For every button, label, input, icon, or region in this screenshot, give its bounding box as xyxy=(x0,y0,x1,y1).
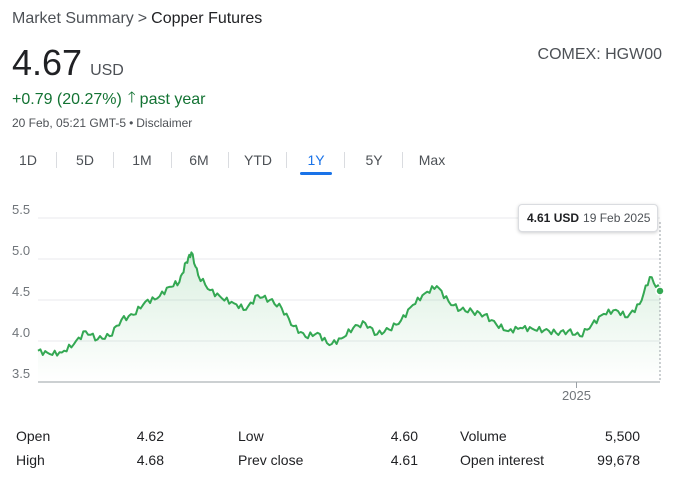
tooltip-value: 4.61 USD xyxy=(527,211,580,225)
tab-5y[interactable]: 5Y xyxy=(365,152,383,168)
stat-open-interest-value: 99,678 xyxy=(597,452,640,468)
y-tick-label: 4.0 xyxy=(12,325,30,340)
y-tick-label: 3.5 xyxy=(12,366,30,381)
stat-open-interest-label: Open interest xyxy=(460,452,545,468)
tab-divider xyxy=(228,152,229,168)
stat-volume-label: Volume xyxy=(460,428,507,444)
exchange-ticker: COMEX: HGW00 xyxy=(537,46,662,63)
quote-timestamp: 20 Feb, 05:21 GMT-5 • Disclaimer xyxy=(12,116,192,130)
price-chart[interactable]: 5.5 5.0 4.5 4.0 3.5 2025 xyxy=(0,196,674,412)
stat-open-label: Open xyxy=(16,428,51,444)
breadcrumb-current: Copper Futures xyxy=(151,10,263,27)
tab-divider xyxy=(286,152,287,168)
stat-high-value: 4.68 xyxy=(136,452,164,468)
price-row: 4.67 USD xyxy=(12,42,124,84)
area-fill xyxy=(38,252,660,382)
range-tabs: 1D 5D 1M 6M YTD 1Y 5Y Max xyxy=(0,150,674,178)
stat-volume-value: 5,500 xyxy=(604,428,640,444)
breadcrumb: Market Summary > Copper Futures xyxy=(12,10,262,28)
tab-divider xyxy=(402,152,403,168)
tab-divider xyxy=(113,152,114,168)
timestamp-separator: • xyxy=(129,116,134,130)
stat-high-label: High xyxy=(16,452,45,468)
tab-6m[interactable]: 6M xyxy=(189,152,209,168)
tab-divider xyxy=(171,152,172,168)
tab-max[interactable]: Max xyxy=(418,152,446,168)
arrow-up-icon: 🡑 xyxy=(127,89,136,106)
y-tick-label: 4.5 xyxy=(12,284,30,299)
chart-tooltip: 4.61 USD 19 Feb 2025 xyxy=(518,204,658,232)
currency-label: USD xyxy=(90,62,124,79)
x-tick-label: 2025 xyxy=(562,388,591,403)
current-price: 4.67 xyxy=(12,42,83,83)
disclaimer-link[interactable]: Disclaimer xyxy=(136,116,193,130)
tooltip-date: 19 Feb 2025 xyxy=(583,211,651,225)
y-tick-label: 5.5 xyxy=(12,202,30,217)
hover-marker xyxy=(655,286,665,296)
tab-divider xyxy=(56,152,57,168)
series-line xyxy=(37,251,661,357)
tab-1m[interactable]: 1M xyxy=(132,152,152,168)
stat-prev-close-label: Prev close xyxy=(238,452,304,468)
breadcrumb-separator: > xyxy=(137,10,148,27)
tab-5d[interactable]: 5D xyxy=(76,152,94,168)
tab-1y[interactable]: 1Y xyxy=(300,150,332,176)
timestamp-text: 20 Feb, 05:21 GMT-5 xyxy=(12,116,127,130)
tab-divider xyxy=(344,152,345,168)
tab-ytd[interactable]: YTD xyxy=(244,152,272,168)
change-period: past year xyxy=(139,90,206,108)
stat-open-value: 4.62 xyxy=(136,428,164,444)
y-tick-label: 5.0 xyxy=(12,243,30,258)
change-value: +0.79 (20.27%) xyxy=(12,90,122,108)
stat-low-label: Low xyxy=(238,428,264,444)
price-change: +0.79 (20.27%) 🡑 past year xyxy=(12,87,205,112)
breadcrumb-parent-link[interactable]: Market Summary xyxy=(12,10,134,27)
tab-1d[interactable]: 1D xyxy=(19,152,37,168)
stat-low-value: 4.60 xyxy=(390,428,418,444)
stat-prev-close-value: 4.61 xyxy=(390,452,418,468)
